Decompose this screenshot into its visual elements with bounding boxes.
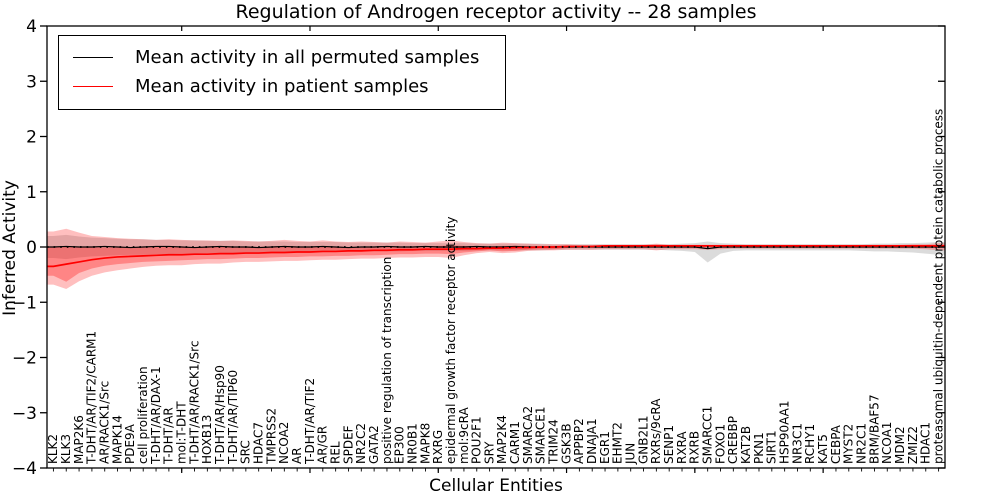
x-category-label: mol:9cRA (457, 407, 471, 464)
x-category-label: KLK2 (46, 434, 60, 464)
x-category-label: cell proliferation (136, 366, 150, 464)
series-patient-mean (47, 245, 945, 268)
x-category-label: KAT2B (739, 426, 753, 464)
x-category-label: CREBBP (726, 416, 740, 464)
x-category-label: RXRs/9cRA (649, 398, 663, 464)
x-category-label: AR/GR (316, 426, 330, 464)
x-category-label: FOXO1 (713, 424, 727, 464)
x-category-label: TRIM24 (547, 419, 561, 465)
x-category-label: APPBP2 (572, 418, 586, 464)
x-category-label: MAP2K6 (72, 415, 86, 464)
x-category-label: NR2C2 (354, 423, 368, 464)
x-category-label: HSP90AA1 (777, 400, 791, 464)
x-category-label: T-DHT/AR (162, 407, 176, 465)
y-tick-label: 0 (26, 238, 37, 258)
x-category-label: CARM1 (508, 421, 522, 464)
x-category-label: RCHY1 (803, 424, 817, 464)
x-category-label: GATA2 (367, 425, 381, 464)
permuted-line-swatch (73, 57, 113, 58)
x-category-label: KLK3 (59, 434, 73, 464)
patient-range-outer-band (47, 228, 945, 289)
x-category-label: GNB2L1 (636, 416, 650, 464)
y-tick-label: −1 (12, 293, 37, 313)
x-category-label: TMPRSS2 (264, 408, 278, 465)
x-category-label: EGR1 (598, 431, 612, 464)
x-category-label: RXRG (431, 430, 445, 464)
y-axis-label: Inferred Activity (0, 180, 20, 316)
x-category-label: T-DHT/AR/TIF2/CARM1 (85, 331, 99, 465)
x-category-label: MAP2K4 (495, 415, 509, 464)
x-category-label: MAPK8 (418, 423, 432, 464)
chart-title: Regulation of Androgen receptor activity… (235, 1, 757, 23)
x-category-label: positive regulation of transcription (380, 257, 394, 464)
legend-item-patient: Mean activity in patient samples (73, 72, 495, 101)
y-tick-label: 3 (26, 72, 37, 92)
legend-label-patient: Mean activity in patient samples (135, 76, 429, 97)
x-category-label: KAT5 (816, 434, 830, 464)
x-category-label: NCOA2 (277, 422, 291, 464)
x-category-label: mol:T-DHT (175, 401, 189, 464)
y-tick-label: −2 (12, 349, 37, 369)
x-category-label: EP300 (393, 426, 407, 464)
x-category-label: DNAJA1 (585, 418, 599, 464)
x-category-label: NCOA1 (880, 422, 894, 464)
x-category-label: AR/RACK1/Src (98, 381, 112, 464)
x-category-label: PDE9A (123, 423, 137, 464)
legend-item-permuted: Mean activity in all permuted samples (73, 43, 495, 72)
x-category-label: HDAC1 (919, 422, 933, 464)
x-category-label: NR3C1 (790, 423, 804, 464)
x-category-label: SPDEF (341, 425, 355, 464)
x-category-label: AR (290, 447, 304, 464)
x-category-label: EHMT2 (611, 422, 625, 464)
x-category-label: T-DHT/AR/DAX-1 (149, 366, 163, 465)
patient-line-swatch (73, 86, 113, 87)
x-category-label: T-DHT/AR/RACK1/Src (187, 341, 201, 465)
x-category-label: SMARCE1 (534, 406, 548, 464)
x-category-label: MYST2 (842, 424, 856, 464)
x-category-label: RXRB (688, 431, 702, 464)
x-category-label: REL (328, 441, 342, 464)
x-category-label: T-DHT/AR/TIF2 (303, 378, 317, 465)
x-axis-label: Cellular Entities (429, 476, 563, 496)
x-category-label: T-DHT/AR/Hsp90 (213, 365, 227, 465)
x-category-label: POU2F1 (470, 416, 484, 464)
x-category-label: RXRA (675, 431, 689, 464)
x-category-label: proteasomal ubiquitin-dependent protein … (931, 109, 945, 464)
x-category-label: T-DHT/AR/TIP60 (226, 370, 240, 465)
legend-label-permuted: Mean activity in all permuted samples (135, 47, 480, 68)
x-category-label: BRM/BAF57 (867, 394, 881, 464)
x-category-label: NR0B1 (405, 423, 419, 464)
legend: Mean activity in all permuted samples Me… (58, 35, 506, 110)
x-category-label: MDM2 (893, 426, 907, 464)
x-category-label: SIRT1 (765, 430, 779, 464)
x-category-label: JUN (624, 443, 638, 465)
x-category-label: GSK3B (559, 423, 573, 464)
x-category-label: NR2C1 (854, 423, 868, 464)
y-tick-label: 2 (26, 128, 37, 148)
x-category-label: HDAC7 (252, 422, 266, 464)
x-category-label: CEBPA (829, 424, 843, 464)
x-category-label: SMARCA2 (521, 406, 535, 464)
x-category-label: SMARCC1 (701, 406, 715, 464)
y-tick-label: −3 (12, 404, 37, 424)
x-category-label: SRY (482, 441, 496, 464)
y-tick-label: −4 (12, 459, 37, 479)
x-category-label: SRC (239, 440, 253, 464)
x-category-label: SENP1 (662, 425, 676, 464)
y-tick-label: 1 (26, 183, 37, 203)
x-category-label: MAPK14 (110, 415, 124, 464)
x-category-label: ZMIZ2 (906, 426, 920, 464)
x-category-label: epidermal growth factor receptor activit… (444, 217, 458, 464)
patient-range-inner-band (47, 244, 945, 282)
x-category-label: HOXB13 (200, 415, 214, 464)
y-tick-label: 4 (26, 17, 37, 37)
x-category-label: PKN1 (752, 432, 766, 464)
